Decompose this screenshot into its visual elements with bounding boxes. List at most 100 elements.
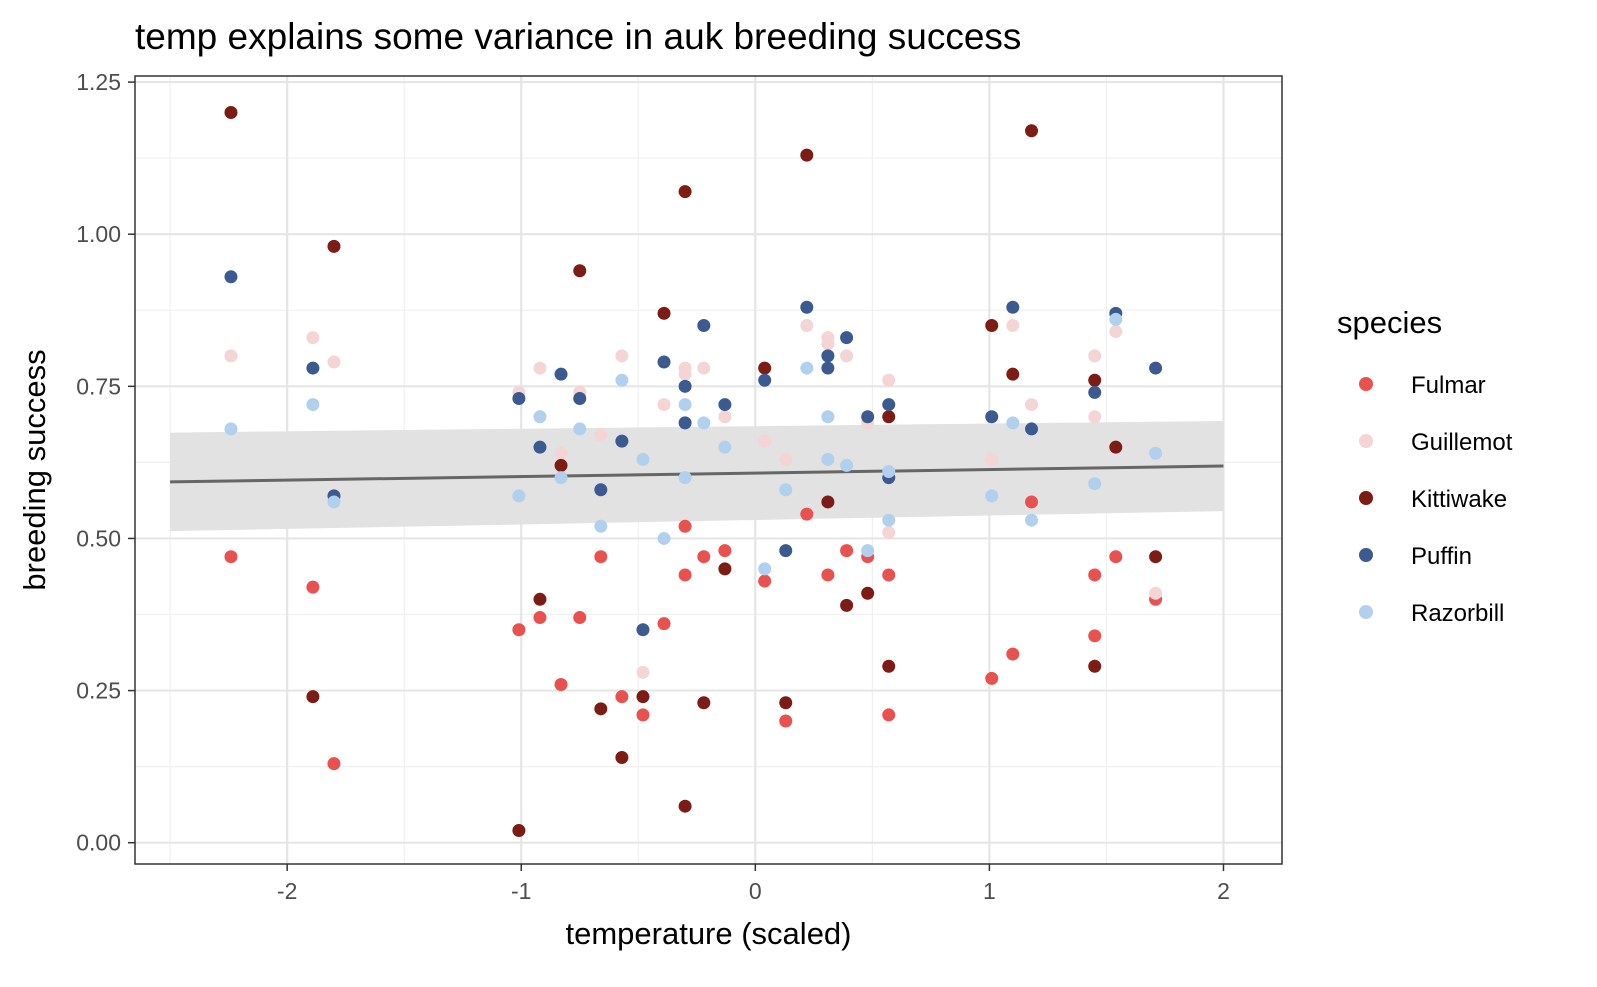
razorbill-point: [512, 489, 526, 503]
fulmar-point: [758, 574, 772, 588]
razorbill-point: [615, 373, 629, 387]
kittiwake-point: [840, 598, 854, 612]
puffin-point: [821, 349, 835, 363]
puffin-point: [1149, 361, 1163, 375]
guillemot-point: [533, 361, 547, 375]
puffin-point: [636, 623, 650, 637]
razorbill-point: [678, 398, 692, 412]
razorbill-point: [533, 410, 547, 424]
kittiwake-point: [718, 562, 732, 576]
razorbill-point: [657, 531, 671, 545]
fulmar-point: [657, 617, 671, 631]
y-axis: 0.00 0.25 0.50 0.75 1.00 1.25: [76, 69, 135, 856]
guillemot-point: [821, 337, 835, 351]
legend-label-puffin: Puffin: [1411, 543, 1472, 570]
kittiwake-point: [224, 106, 238, 120]
puffin-point: [594, 483, 608, 497]
puffin-point: [554, 367, 568, 381]
razorbill-point: [327, 495, 341, 509]
fulmar-point: [594, 550, 608, 564]
fulmar-point: [718, 544, 732, 558]
puffin-point: [1088, 385, 1102, 399]
fulmar-point: [224, 550, 238, 564]
puffin-point: [678, 416, 692, 430]
puffin-point: [985, 410, 999, 424]
guillemot-point: [1088, 410, 1102, 424]
guillemot-point: [758, 434, 772, 448]
razorbill-point: [882, 465, 896, 479]
confidence-band: [170, 421, 1224, 532]
kittiwake-point: [697, 696, 711, 710]
fulmar-point: [800, 507, 814, 521]
fulmar-point: [985, 671, 999, 685]
razorbill-point: [1025, 513, 1039, 527]
kittiwake-point: [678, 185, 692, 199]
razorbill-point: [1006, 416, 1020, 430]
puffin-point: [615, 434, 629, 448]
razorbill-point: [821, 452, 835, 466]
legend-label-fulmar: Fulmar: [1411, 372, 1486, 399]
puffin-point: [657, 355, 671, 369]
kittiwake-point: [657, 306, 671, 320]
kittiwake-point: [1006, 367, 1020, 381]
x-tick-label: -2: [277, 878, 297, 904]
legend-key-razorbill: [1359, 605, 1373, 619]
kittiwake-point: [882, 659, 896, 673]
kittiwake-point: [594, 702, 608, 716]
razorbill-point: [821, 410, 835, 424]
razorbill-point: [861, 544, 875, 558]
puffin-point: [779, 544, 793, 558]
kittiwake-point: [678, 799, 692, 813]
guillemot-point: [224, 349, 238, 363]
razorbill-point: [758, 562, 772, 576]
data-points: [224, 106, 1163, 838]
razorbill-point: [840, 458, 854, 472]
razorbill-point: [718, 440, 732, 454]
razorbill-point: [594, 519, 608, 533]
fulmar-point: [306, 580, 320, 594]
fulmar-point: [882, 708, 896, 722]
puffin-point: [821, 361, 835, 375]
puffin-point: [512, 392, 526, 406]
kittiwake-point: [800, 148, 814, 162]
kittiwake-point: [779, 696, 793, 710]
puffin-point: [1006, 300, 1020, 314]
puffin-point: [306, 361, 320, 375]
guillemot-point: [1088, 349, 1102, 363]
fulmar-point: [1109, 550, 1123, 564]
guillemot-point: [779, 452, 793, 466]
razorbill-point: [697, 416, 711, 430]
puffin-point: [718, 398, 732, 412]
guillemot-point: [840, 349, 854, 363]
puffin-point: [758, 373, 772, 387]
fulmar-point: [554, 677, 568, 691]
legend-label-kittiwake: Kittiwake: [1411, 486, 1507, 513]
guillemot-point: [882, 373, 896, 387]
puffin-point: [1025, 422, 1039, 436]
fulmar-point: [821, 568, 835, 582]
kittiwake-point: [1025, 124, 1039, 138]
guillemot-point: [1149, 586, 1163, 600]
x-tick-label: 0: [749, 878, 762, 904]
razorbill-point: [573, 422, 587, 436]
razorbill-point: [1109, 312, 1123, 326]
y-tick-label: 0.00: [76, 830, 121, 856]
x-axis-title: temperature (scaled): [565, 916, 851, 951]
kittiwake-point: [985, 318, 999, 332]
legend-key-kittiwake: [1359, 491, 1373, 505]
fulmar-point: [1088, 629, 1102, 643]
razorbill-point: [554, 471, 568, 485]
guillemot-point: [697, 361, 711, 375]
kittiwake-point: [758, 361, 772, 375]
kittiwake-point: [573, 264, 587, 278]
guillemot-point: [636, 665, 650, 679]
panel-border: [134, 75, 1283, 865]
puffin-point: [697, 318, 711, 332]
puffin-point: [882, 398, 896, 412]
guillemot-point: [615, 349, 629, 363]
y-tick-label: 1.25: [76, 69, 121, 95]
guillemot-point: [306, 331, 320, 345]
razorbill-point: [1149, 446, 1163, 460]
fulmar-point: [573, 611, 587, 625]
fulmar-point: [678, 568, 692, 582]
